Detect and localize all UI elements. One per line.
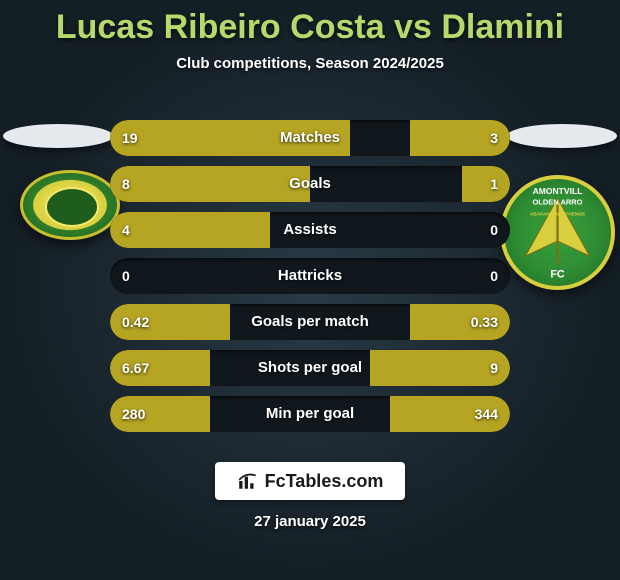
club-crest-left [20,170,120,240]
crest-right-text-mid: OLDEN ARRO [532,198,582,207]
watermark-icon [237,470,259,492]
stat-value-left: 6.67 [122,350,149,386]
stat-value-left: 0.42 [122,304,149,340]
page-subtitle: Club competitions, Season 2024/2025 [0,55,620,72]
stat-value-right: 0 [490,258,498,294]
stat-label: Hattricks [110,258,510,294]
stat-value-right: 9 [490,350,498,386]
stats-container: Matches193Goals81Assists40Hattricks00Goa… [110,120,510,442]
crest-right-text-top: AMONTVILL [533,186,583,196]
stat-label: Goals per match [110,304,510,340]
page-title: Lucas Ribeiro Costa vs Dlamini [0,0,620,47]
watermark: FcTables.com [215,462,405,500]
stat-value-right: 3 [490,120,498,156]
stat-label: Matches [110,120,510,156]
watermark-text: FcTables.com [265,471,384,492]
stat-row: Goals per match0.42 0.33 [110,304,510,340]
stat-label: Shots per goal [110,350,510,386]
stat-value-left: 8 [122,166,130,202]
stat-row: Min per goal280 344 [110,396,510,432]
stat-value-left: 4 [122,212,130,248]
stat-value-right: 0.33 [471,304,498,340]
stat-value-right: 0 [490,212,498,248]
stat-row: Matches19 3 [110,120,510,156]
player-left-ellipse [3,124,113,148]
stat-value-left: 0 [122,258,130,294]
stat-value-left: 19 [122,120,138,156]
stat-label: Min per goal [110,396,510,432]
stat-row: Shots per goal6.67 9 [110,350,510,386]
crest-right-text-small: ABAFANA BES'THENDE [530,211,586,217]
stat-value-right: 344 [475,396,498,432]
stat-value-right: 1 [490,166,498,202]
stat-row: Goals8 1 [110,166,510,202]
stat-value-left: 280 [122,396,145,432]
date-label: 27 january 2025 [0,513,620,530]
stat-row: Assists4 0 [110,212,510,248]
crest-right-fc: FC [550,268,565,280]
stat-row: Hattricks0 0 [110,258,510,294]
player-right-ellipse [507,124,617,148]
stat-label: Assists [110,212,510,248]
stat-label: Goals [110,166,510,202]
club-crest-right: AMONTVILL OLDEN ARRO ABAFANA BES'THENDE … [500,175,615,290]
